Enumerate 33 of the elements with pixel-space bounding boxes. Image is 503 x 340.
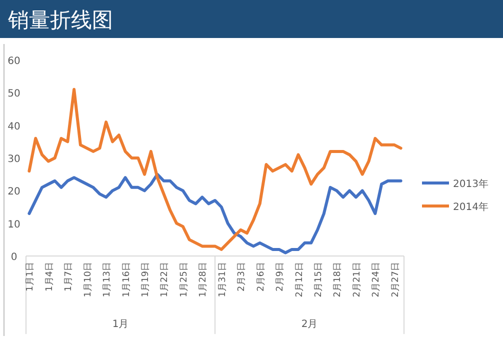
line-series bbox=[28, 88, 402, 251]
x-tick-label: 2月12日 bbox=[294, 262, 305, 298]
y-tick-label: 0 bbox=[10, 252, 18, 263]
x-tick-label: 1月28日 bbox=[198, 262, 209, 298]
x-tick-label: 2月6日 bbox=[256, 262, 266, 292]
x-tick-label: 1月13日 bbox=[102, 262, 113, 298]
x-tick-label: 1月19日 bbox=[141, 262, 152, 298]
x-tick-label: 2月15日 bbox=[314, 262, 324, 298]
x-tick-label: 2月24日 bbox=[372, 262, 382, 298]
x-tick-label: 2月18日 bbox=[333, 262, 344, 298]
y-tick-label: 30 bbox=[8, 154, 20, 165]
y-tick-label: 40 bbox=[8, 121, 20, 132]
x-tick-label: 1月16日 bbox=[122, 262, 132, 298]
x-tick-label: 2月9日 bbox=[276, 262, 286, 292]
y-tick-label: 60 bbox=[8, 56, 20, 67]
text: 2月 bbox=[301, 319, 318, 330]
x-tick-label: 2月21日 bbox=[352, 262, 362, 298]
y-tick-label: 10 bbox=[8, 219, 20, 230]
legend-label: 2013年 bbox=[453, 178, 488, 190]
text: 1月 bbox=[112, 319, 129, 330]
chart-title: 销量折线图 bbox=[7, 8, 113, 32]
x-tick-label: 1月1日 bbox=[26, 262, 36, 292]
x-tick-label: 1月4日 bbox=[44, 262, 55, 292]
x-tick-label: 2月27日 bbox=[390, 262, 401, 298]
y-tick-label: 50 bbox=[8, 88, 20, 100]
legend-label: 2014年 bbox=[453, 201, 488, 213]
x-tick-label: 2月3日 bbox=[237, 262, 248, 292]
x-tick-label: 1月22日 bbox=[160, 262, 170, 298]
x-tick-label: 1月7日 bbox=[64, 262, 74, 292]
x-tick-label: 1月25日 bbox=[179, 262, 190, 298]
x-tick-label: 1月10日 bbox=[83, 262, 94, 298]
x-tick-label: 1月31日 bbox=[218, 262, 228, 298]
y-tick-label: 20 bbox=[8, 186, 20, 198]
